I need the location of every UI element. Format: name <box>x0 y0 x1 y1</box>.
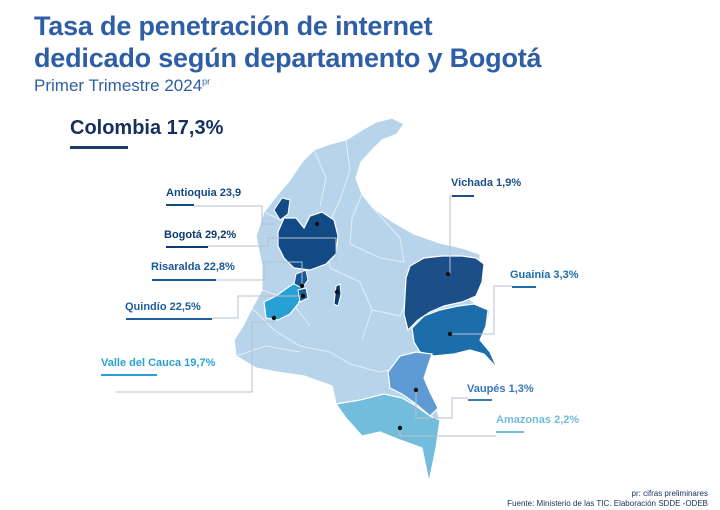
marker-risaralda <box>299 283 305 289</box>
underline-risaralda <box>152 279 216 281</box>
label-antioquia: Antioquia 23,9 <box>166 187 242 199</box>
label-guainia: Guainía 3,3% <box>510 269 579 281</box>
label-valle-del-cauca: Valle del Cauca 19,7% <box>101 357 216 369</box>
underline-antioquia <box>166 204 194 206</box>
leader-lines <box>116 195 512 437</box>
title-line-2: dedicado según departamento y Bogotá <box>34 43 542 73</box>
label-risaralda: Risaralda 22,8% <box>151 261 235 273</box>
subtitle-text: Primer Trimestre 2024 <box>34 76 203 95</box>
label-amazonas: Amazonas 2,2% <box>496 414 580 426</box>
region-vaupes <box>387 351 439 417</box>
marker-quindio <box>300 293 306 299</box>
underline-guainia <box>512 286 536 288</box>
region-markers <box>271 221 453 431</box>
national-rate: Colombia 17,3% <box>70 117 224 139</box>
label-bogota: Bogotá 29,2% <box>164 229 237 241</box>
region-amazonas <box>334 393 441 483</box>
marker-valle-del-cauca <box>271 315 277 321</box>
preliminary-mark: pr <box>202 76 211 87</box>
underline-valle-del-cauca <box>101 374 157 376</box>
marker-guainia <box>447 331 453 337</box>
marker-antioquia <box>314 221 320 227</box>
marker-vichada <box>445 271 451 277</box>
marker-bogota <box>334 289 340 295</box>
region-risaralda <box>293 269 309 289</box>
preliminary-note: pr: cifras preliminares <box>631 489 708 498</box>
region-vichada <box>403 255 485 332</box>
subtitle: Primer Trimestre 2024pr <box>34 76 210 96</box>
underline-vaupes <box>468 399 492 401</box>
label-vaupes: Vaupés 1,3% <box>467 383 534 395</box>
marker-amazonas <box>397 425 403 431</box>
region-antioquia <box>277 211 339 271</box>
page-title: Tasa de penetración de internet dedicado… <box>34 10 542 74</box>
label-vichada: Vichada 1,9% <box>451 177 522 189</box>
source-note: Fuente: Ministerio de las TIC. Elaboraci… <box>507 499 708 508</box>
region-antioquia-north <box>273 197 291 221</box>
underline-bogota <box>166 246 208 248</box>
underline-quindio <box>126 318 212 320</box>
underline-amazonas <box>496 431 524 433</box>
underline-vichada <box>452 195 474 197</box>
marker-vaupes <box>413 387 419 393</box>
title-line-1: Tasa de penetración de internet <box>34 11 433 41</box>
national-rate-underline <box>70 146 128 149</box>
label-quindio: Quindío 22,5% <box>125 301 201 313</box>
region-bogota <box>333 283 342 307</box>
